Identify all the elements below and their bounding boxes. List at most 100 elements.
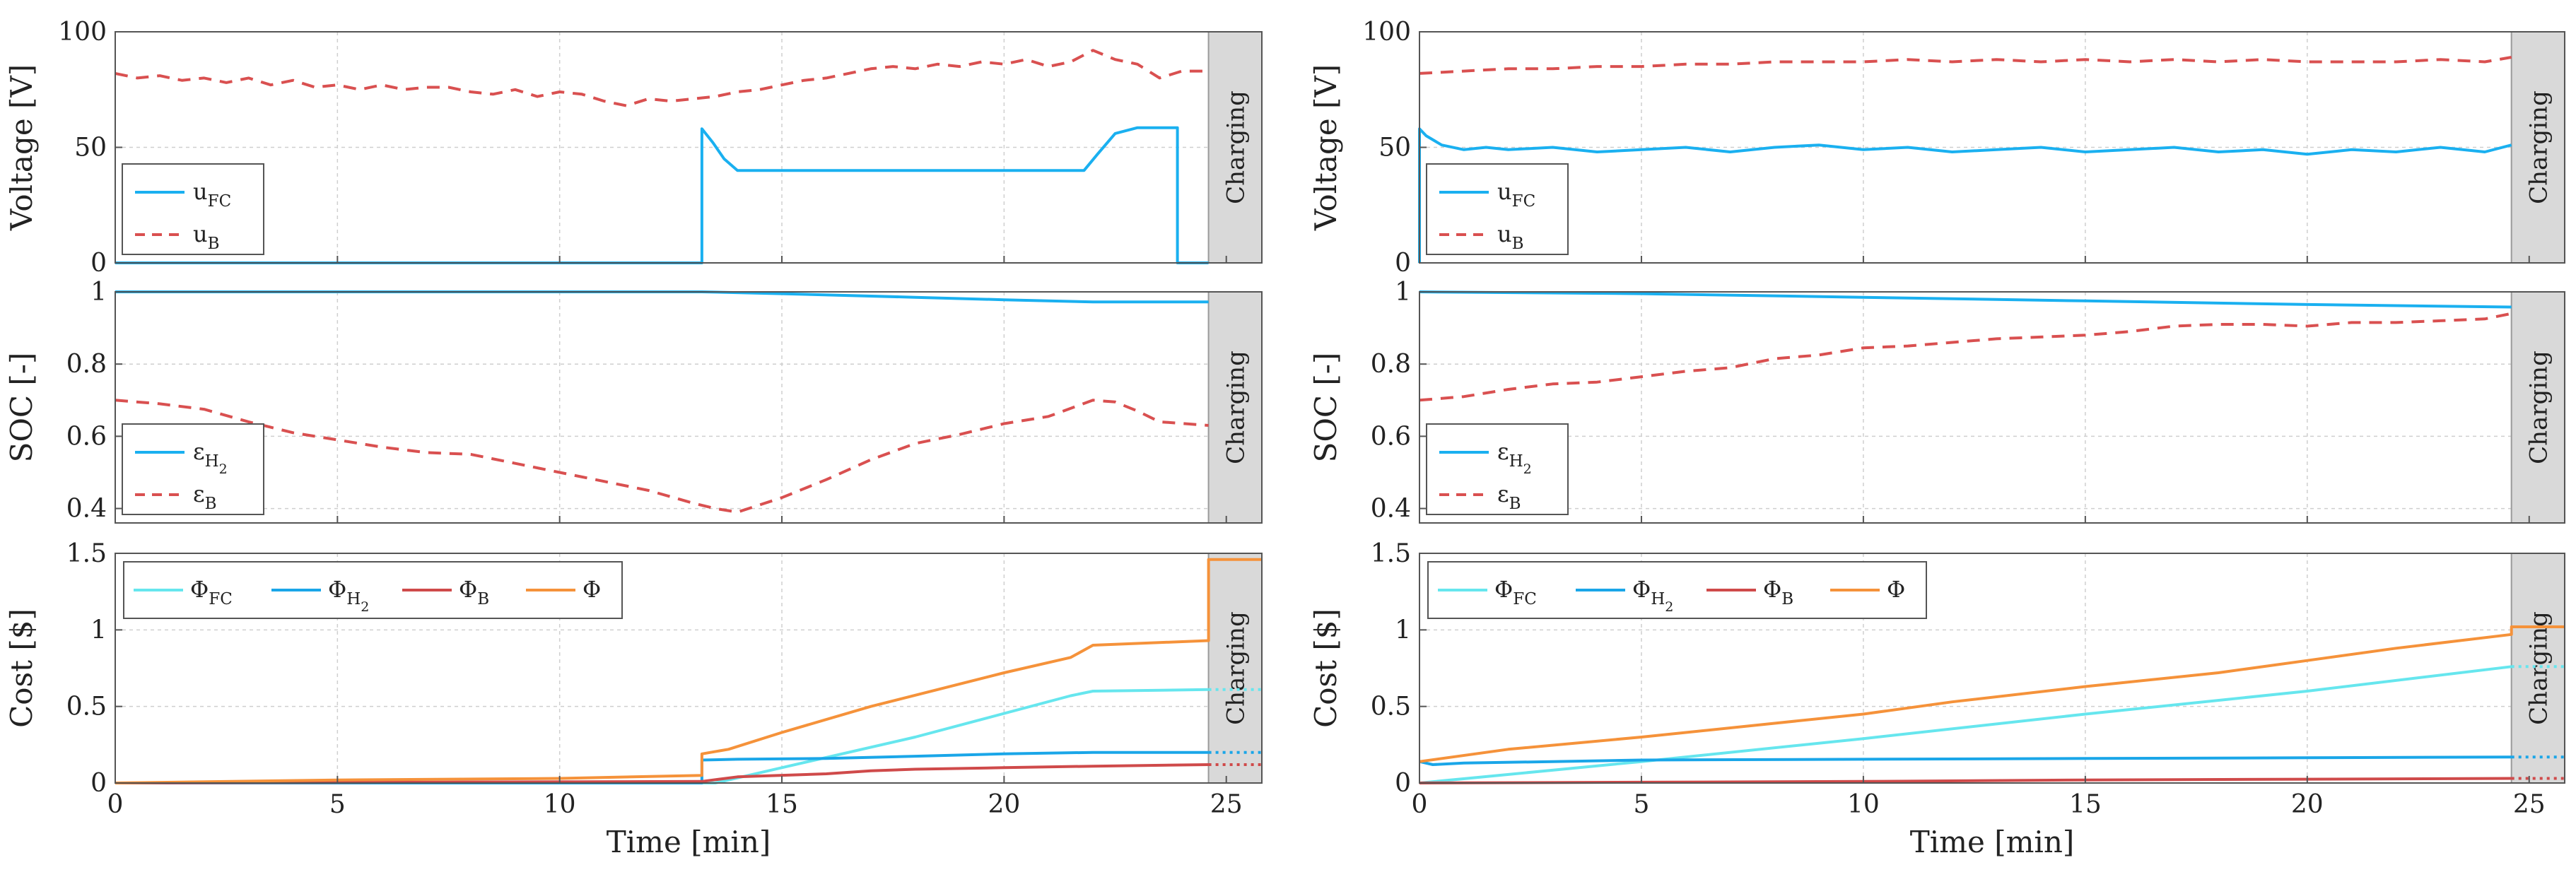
left-cost-legend-label-sub: B — [477, 590, 489, 608]
left-soc-legend-label-base: ε — [193, 481, 205, 507]
left-soc-series-eps_B — [115, 399, 1209, 514]
right-cost-legend-label-3: Φ — [1887, 576, 1905, 603]
left-cost-chart: Charging 0 0.5 1 1.5 0 5 10 15 20 25 Cost [$] Time [… — [4, 539, 1263, 859]
right-soc-legend-label-1: εB — [1497, 481, 1521, 513]
right-cost-legend-label-base: Φ — [1887, 576, 1905, 603]
left-cost-ytick-label-3: 1.5 — [66, 539, 107, 568]
right-soc-ylabel: SOC [-] — [1309, 353, 1343, 463]
left-cost-charging-band — [1207, 553, 1263, 784]
right-cost-charging-label: Charging — [2524, 611, 2553, 725]
right-soc-legend-label-sub2: 2 — [1523, 461, 1532, 477]
left-voltage-legend-label-sub: FC — [208, 192, 232, 211]
left-soc-legend-label-0: εH2 — [193, 438, 228, 477]
right-soc-axes-frame — [1419, 291, 2565, 524]
left-cost-ylabel: Cost [$] — [4, 608, 39, 728]
right-cost-legend-label-sub: FC — [1513, 590, 1537, 608]
left-cost-ytick-label-1: 0.5 — [66, 693, 107, 722]
left-cost-legend-label-base: Φ — [459, 576, 477, 603]
left-cost-xtick-label-0: 0 — [107, 790, 124, 819]
left-cost-legend-label-3: Φ — [582, 576, 601, 603]
right-soc-legend-box — [1426, 423, 1569, 515]
right-cost-xtick-label-0: 0 — [1412, 790, 1428, 819]
left-voltage-series-u_FC — [115, 126, 1209, 264]
right-cost-ytick-label-1: 0.5 — [1371, 693, 1411, 722]
left-soc-ytick-label-0: 0.4 — [66, 495, 107, 524]
left-cost-axes-frame — [115, 553, 1263, 784]
left-voltage-ytick-label-2: 100 — [58, 18, 107, 47]
right-soc-legend-label-base: ε — [1497, 481, 1509, 507]
left-voltage-legend-label-base: u — [193, 220, 208, 247]
left-soc-legend-label-1: εB — [193, 481, 216, 513]
right-voltage-legend: uFC uB — [1426, 163, 1569, 255]
right-cost-legend-label-sub: B — [1781, 590, 1793, 608]
right-cost-xtick-label-2: 10 — [1847, 790, 1880, 819]
left-cost-legend-label-0: ΦFC — [190, 576, 233, 608]
left-cost-legend-label-base: Φ — [328, 576, 346, 603]
right-cost-series-Phi_H2 — [1419, 755, 2512, 766]
left-soc-ytick-label-1: 0.6 — [66, 422, 107, 451]
left-cost-legend-label-2: ΦB — [459, 576, 489, 608]
right-soc-ytick-label-1: 0.6 — [1371, 422, 1411, 451]
left-cost-charging-label: Charging — [1222, 611, 1250, 725]
left-soc-charging-band — [1207, 291, 1263, 524]
right-cost-ytick-label-3: 1.5 — [1371, 539, 1411, 568]
right-soc-charging-band — [2510, 291, 2565, 524]
left-soc-series-eps_H2 — [115, 290, 1209, 304]
right-cost-legend-label-2: ΦB — [1763, 576, 1793, 608]
left-soc-axes-frame — [115, 291, 1263, 524]
left-cost-legend-label-1: ΦH2 — [328, 576, 369, 615]
right-voltage-legend-label-sub: FC — [1512, 192, 1536, 211]
left-soc-legend-label-sub: H — [205, 452, 219, 471]
left-cost-xtick-label-4: 20 — [988, 790, 1020, 819]
right-voltage-legend-label-1: uB — [1497, 220, 1524, 253]
right-cost-axes-frame — [1419, 553, 2565, 784]
left-cost-legend-label-base: Φ — [582, 576, 601, 603]
right-cost-legend-label-base: Φ — [1763, 576, 1781, 603]
left-voltage-legend-label-sub: B — [208, 235, 220, 253]
left-voltage-ytick-label-0: 0 — [90, 249, 107, 278]
left-voltage-ytick-label-1: 50 — [74, 134, 107, 163]
left-cost-ytick-label-0: 0 — [90, 769, 107, 798]
right-voltage-legend-label-sub: B — [1512, 235, 1524, 253]
left-cost-xtick-label-3: 15 — [766, 790, 798, 819]
right-voltage-legend-label-base: u — [1497, 220, 1512, 247]
left-voltage-legend-label-1: uB — [193, 220, 220, 253]
right-cost-legend-label-sub: H — [1651, 590, 1665, 608]
left-voltage-legend-label-0: uFC — [193, 178, 231, 211]
left-soc-legend-box — [122, 423, 264, 515]
right-voltage-legend-label-0: uFC — [1497, 178, 1535, 211]
left-cost-ytick-label-2: 1 — [90, 616, 107, 644]
right-cost-chart: Charging 0 0.5 1 1.5 0 5 10 15 20 25 Cost [$] Time [… — [1309, 539, 2565, 859]
left-soc-ylabel: SOC [-] — [4, 353, 39, 463]
right-soc-ytick-label-3: 1 — [1395, 278, 1411, 307]
left-soc-charging-label: Charging — [1222, 351, 1250, 464]
left-cost-xlabel: Time [min] — [607, 825, 771, 859]
left-voltage-series-u_B — [115, 49, 1209, 107]
right-voltage-ytick-label-2: 100 — [1362, 18, 1411, 47]
right-cost-xtick-label-1: 5 — [1634, 790, 1650, 819]
right-cost-legend-label-sub2: 2 — [1665, 599, 1673, 615]
left-soc-legend-label-sub: B — [205, 495, 217, 513]
right-voltage-ytick-label-0: 0 — [1395, 249, 1411, 278]
left-soc-ytick-label-3: 1 — [90, 278, 107, 307]
right-voltage-charging-label: Charging — [2524, 90, 2553, 204]
right-cost-legend-label-base: Φ — [1632, 576, 1651, 603]
left-soc-legend-label-base: ε — [193, 438, 205, 465]
left-cost-xtick-label-5: 25 — [1210, 790, 1243, 819]
left-voltage-charging-label: Charging — [1222, 90, 1250, 204]
right-cost-xtick-label-5: 25 — [2513, 790, 2546, 819]
right-voltage-series-u_FC — [1418, 127, 2512, 263]
left-cost-series-Phi — [115, 558, 1262, 784]
right-cost-series-Phi — [1419, 625, 2565, 763]
left-voltage-legend-box — [122, 163, 264, 255]
right-cost-legend-label-1: ΦH2 — [1632, 576, 1673, 615]
left-cost-legend-label-sub2: 2 — [361, 599, 369, 615]
